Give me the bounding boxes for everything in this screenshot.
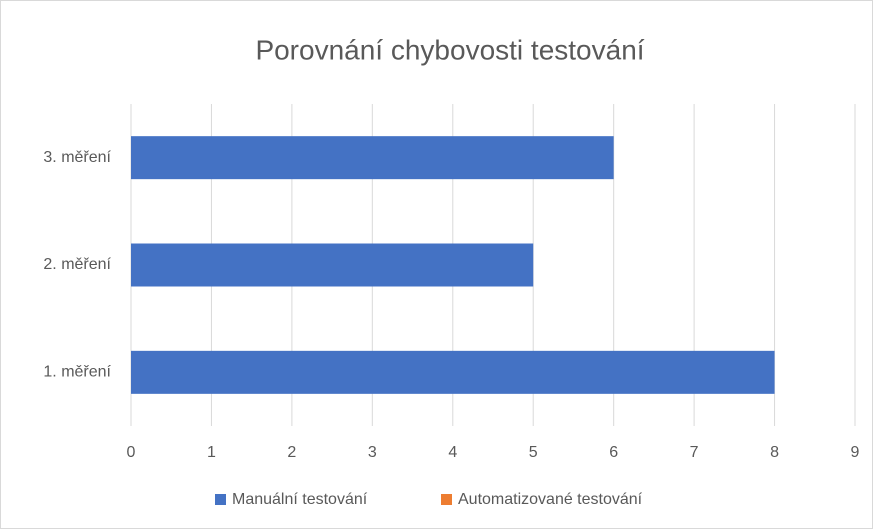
legend-swatch bbox=[215, 494, 226, 505]
legend-swatch bbox=[441, 494, 452, 505]
x-tick-label: 4 bbox=[448, 444, 457, 461]
x-tick-label: 5 bbox=[529, 444, 538, 461]
legend-label: Automatizované testování bbox=[458, 491, 643, 508]
x-tick-label: 3 bbox=[368, 444, 377, 461]
y-tick-label: 2. měření bbox=[43, 256, 111, 273]
x-tick-label: 9 bbox=[851, 444, 860, 461]
x-tick-label: 7 bbox=[690, 444, 699, 461]
x-tick-label: 6 bbox=[609, 444, 618, 461]
x-tick-label: 1 bbox=[207, 444, 216, 461]
chart-title: Porovnání chybovosti testování bbox=[255, 34, 644, 65]
legend-label: Manuální testování bbox=[232, 491, 368, 508]
y-tick-label: 3. měření bbox=[43, 149, 111, 166]
x-tick-label: 2 bbox=[287, 444, 296, 461]
x-tick-label: 8 bbox=[770, 444, 779, 461]
bar bbox=[131, 350, 775, 394]
bar bbox=[131, 243, 534, 287]
bar bbox=[131, 136, 614, 180]
x-tick-label: 0 bbox=[127, 444, 136, 461]
y-tick-label: 1. měření bbox=[43, 364, 111, 381]
